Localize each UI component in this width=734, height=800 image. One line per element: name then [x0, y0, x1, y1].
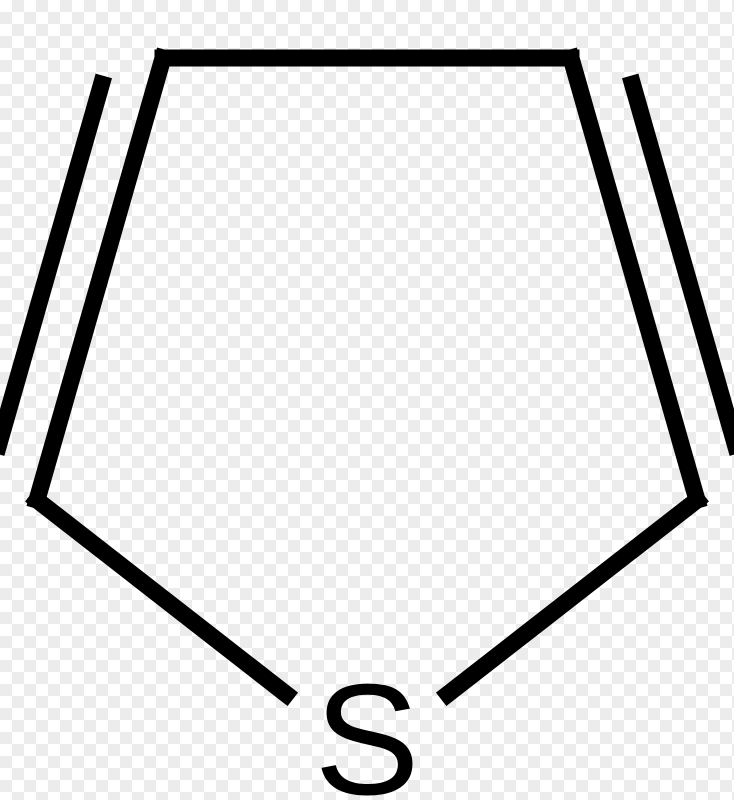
bond-S-C1: [37, 500, 286, 694]
bond-C4-S: [448, 500, 697, 694]
atom-label-S: S: [314, 652, 419, 800]
bond-group: [0, 58, 734, 694]
bond-C3-C4-inner: [633, 84, 734, 445]
bond-C1-C2: [37, 58, 163, 500]
bond-C3-C4: [571, 58, 697, 500]
thiophene-structure: S: [0, 0, 734, 800]
atom-labels: S: [314, 652, 419, 800]
bond-C1-C2-inner: [0, 84, 101, 445]
